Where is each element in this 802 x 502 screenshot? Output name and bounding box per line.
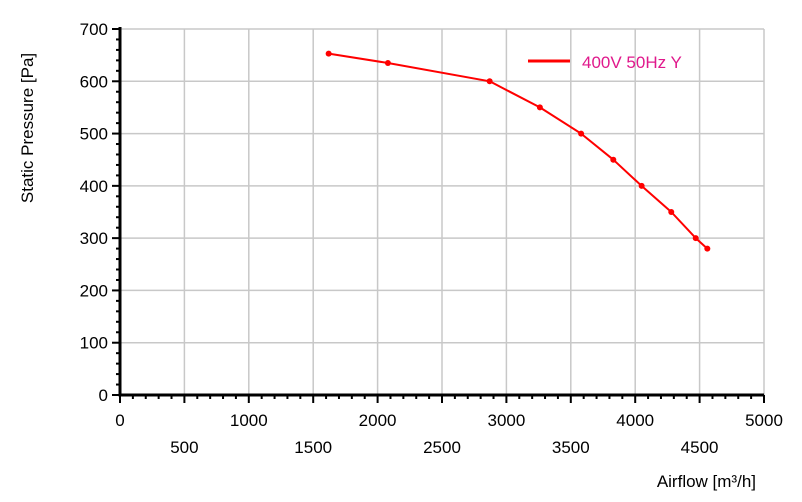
- x-tick-label: 4500: [681, 438, 719, 457]
- data-point: [578, 130, 585, 137]
- data-point: [384, 59, 391, 66]
- tick-labels: 0 100 200 300 400 500 600 700 0 1000 2000 3000 4000 5…: [80, 20, 783, 457]
- data-point: [638, 182, 645, 189]
- legend: 400V 50Hz Y: [528, 53, 682, 72]
- y-tick-label: 600: [80, 72, 108, 91]
- legend-label: 400V 50Hz Y: [582, 53, 682, 72]
- y-tick-label: 100: [80, 334, 108, 353]
- x-tick-label: 4000: [616, 411, 654, 430]
- axes: [112, 27, 765, 403]
- y-axis-title: Static Pressure [Pa]: [18, 53, 37, 203]
- x-axis-title: Airflow [m³/h]: [657, 472, 756, 491]
- x-tick-label: 3500: [552, 438, 590, 457]
- series: [325, 50, 711, 252]
- x-tick-label: 3000: [487, 411, 525, 430]
- x-tick-label: 1500: [294, 438, 332, 457]
- grid: [120, 28, 765, 395]
- data-point: [668, 209, 675, 215]
- x-tick-label: 5000: [745, 411, 783, 430]
- data-point: [704, 245, 711, 252]
- y-tick-label: 0: [99, 386, 108, 405]
- x-tick-label: 1000: [230, 411, 268, 430]
- data-point: [325, 50, 332, 57]
- x-tick-label: 0: [115, 411, 124, 430]
- data-point: [536, 104, 543, 111]
- data-point: [486, 78, 493, 85]
- y-tick-label: 200: [80, 281, 108, 300]
- x-tick-label: 2000: [359, 411, 397, 430]
- series-line: [328, 52, 708, 250]
- y-tick-label: 700: [80, 20, 108, 39]
- data-point: [692, 235, 699, 242]
- x-tick-label: 500: [170, 438, 198, 457]
- y-tick-label: 400: [80, 177, 108, 196]
- data-point: [610, 156, 617, 163]
- y-tick-label: 300: [80, 229, 108, 248]
- y-tick-label: 500: [80, 125, 108, 144]
- x-tick-label: 2500: [423, 438, 461, 457]
